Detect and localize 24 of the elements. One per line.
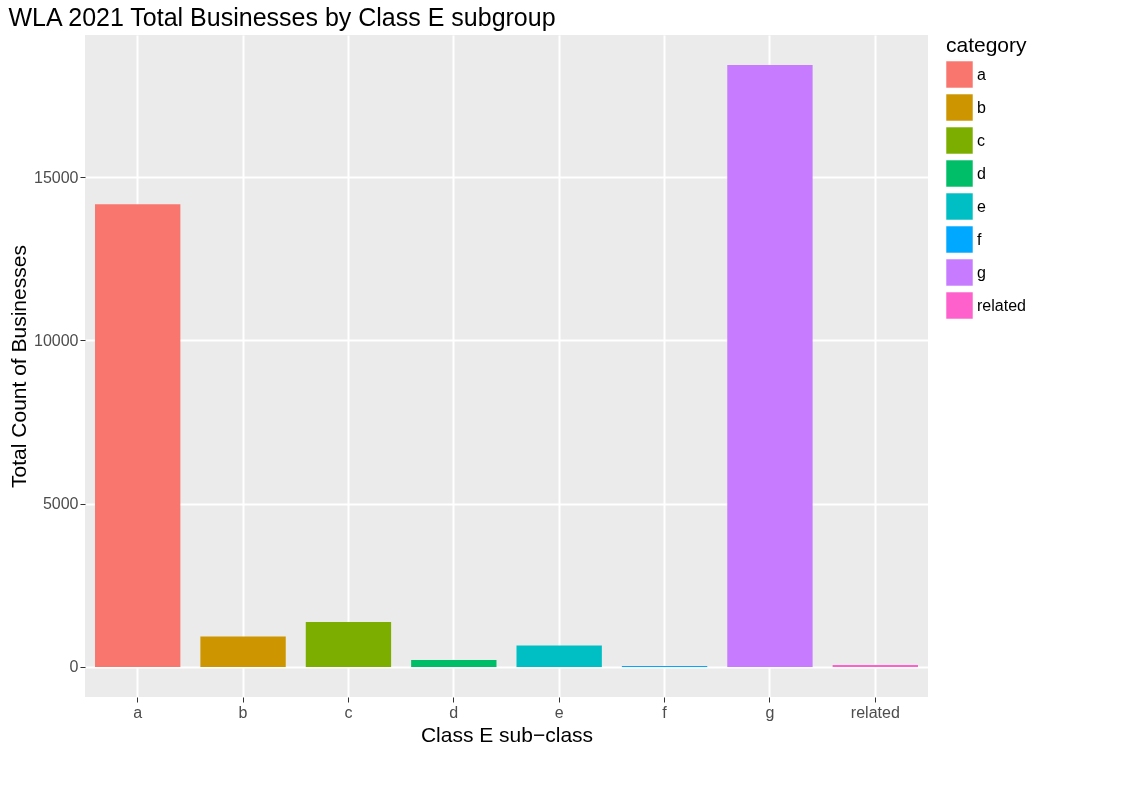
x-tick-label: f xyxy=(662,703,668,721)
x-axis-title: Class E sub−class xyxy=(420,722,594,746)
legend-title: category xyxy=(946,33,1028,56)
y-tick-label: 0 xyxy=(69,658,79,676)
legend-label: a xyxy=(977,65,986,83)
legend-label: related xyxy=(977,296,1026,314)
x-tick-label: g xyxy=(765,703,775,721)
legend-label: b xyxy=(977,98,986,116)
legend-label: e xyxy=(977,197,986,215)
x-tick-label: d xyxy=(449,703,459,721)
y-tick-label: 15000 xyxy=(34,168,79,186)
x-tick-label: b xyxy=(238,703,248,721)
x-tick-label: a xyxy=(133,703,143,721)
legend-label: g xyxy=(977,263,986,281)
legend-label: d xyxy=(977,164,986,182)
x-tick-label: related xyxy=(850,703,900,721)
y-tick-label: 10000 xyxy=(34,331,79,349)
legend-label: c xyxy=(977,131,985,149)
x-tick-label: c xyxy=(344,703,353,721)
legend-label: f xyxy=(977,230,982,248)
y-axis-title: Total Count of Businesses xyxy=(7,245,31,488)
y-tick-label: 5000 xyxy=(42,495,79,513)
x-tick-label: e xyxy=(554,703,564,721)
chart-title: WLA 2021 Total Businesses by Class E subgroup xyxy=(8,3,556,31)
